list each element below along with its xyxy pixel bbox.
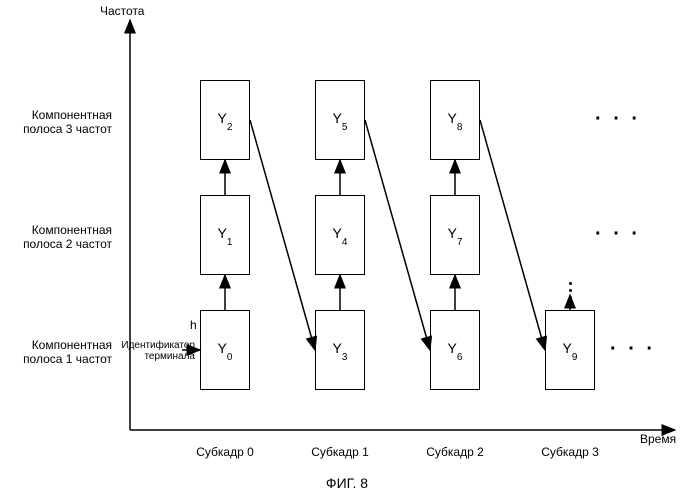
band-label-3: Компонентная полоса 3 частот <box>2 108 112 137</box>
cell-y8: Y8 <box>430 80 480 160</box>
y-axis-label: Частота <box>100 4 144 18</box>
cell-y9: Y9 <box>545 310 595 390</box>
figure-caption: ФИГ. 8 <box>0 475 694 491</box>
terminal-id-label: Идентификатор терминала <box>95 340 195 362</box>
cell-y3: Y3 <box>315 310 365 390</box>
band-label-2: Компонентная полоса 2 частот <box>2 223 112 252</box>
cell-y4: Y4 <box>315 195 365 275</box>
cell-y0: Y0 <box>200 310 250 390</box>
cell-y7: Y7 <box>430 195 480 275</box>
cell-y1: Y1 <box>200 195 250 275</box>
ellipsis-row-bot: · · · <box>610 338 656 361</box>
cell-y5: Y5 <box>315 80 365 160</box>
cell-y6: Y6 <box>430 310 480 390</box>
subframe-label-3: Субкадр 3 <box>525 445 615 459</box>
subframe-label-0: Субкадр 0 <box>180 445 270 459</box>
cell-y2: Y2 <box>200 80 250 160</box>
subframe-label-1: Субкадр 1 <box>295 445 385 459</box>
h-symbol: h <box>190 318 197 332</box>
ellipsis-row-top: · · · <box>595 108 641 131</box>
ellipsis-row-mid: · · · <box>595 223 641 246</box>
diagram-container: Частота Время Компонентная полоса 3 част… <box>0 0 694 500</box>
x-axis-label: Время <box>640 432 676 446</box>
subframe-label-2: Субкадр 2 <box>410 445 500 459</box>
ellipsis-vertical <box>569 282 572 299</box>
